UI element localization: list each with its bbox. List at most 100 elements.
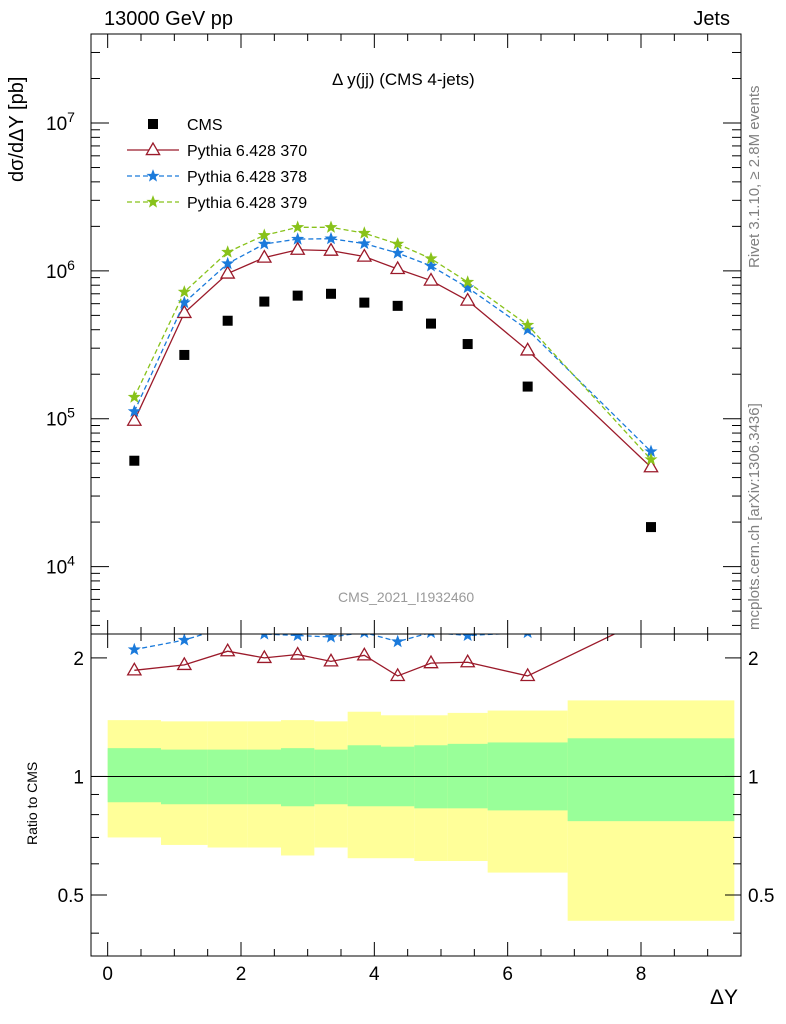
ratio-point-378: [260, 634, 269, 640]
series-point-379: [177, 285, 191, 298]
series-point-378: [257, 237, 271, 250]
ratio-point-370: [356, 647, 373, 661]
series-point-378: [461, 280, 475, 294]
ratio-y-tick-label: 1: [73, 767, 84, 788]
ratio-point-370: [323, 653, 339, 667]
inner-band-bin: [107, 748, 161, 803]
series-point-379: [521, 318, 535, 331]
axis-ticks: 0 2 4 6 8 104 105 106 107 0.5 0.5 1 1 2 2: [46, 33, 774, 985]
ratio-line-370: [134, 634, 616, 677]
y-tick-label: 107: [46, 109, 75, 135]
x-tick-label: 8: [636, 964, 647, 985]
y-tick-label: 104: [46, 553, 75, 579]
cms-data-point: [292, 290, 303, 301]
series-line-2: [133, 238, 652, 452]
legend-marker-370: [145, 141, 161, 156]
legend-label: Pythia 6.428 379: [187, 195, 307, 212]
series-point-370: [356, 248, 373, 262]
ratio-y-tick-label-right: 1: [748, 767, 759, 788]
series-point-379: [257, 228, 271, 241]
mcplots-label: mcplots.cern.ch [arXiv:1306.3436]: [746, 403, 763, 630]
legend-marker-378: [146, 169, 160, 182]
series-point-379: [424, 251, 438, 265]
cms-data-point: [359, 297, 370, 308]
series-point-379: [291, 220, 305, 233]
series-point-370: [289, 241, 306, 255]
series-point-379: [357, 226, 371, 239]
series-point-370: [219, 265, 236, 279]
ratio-point-378: [127, 642, 141, 656]
series-point-379: [461, 275, 475, 288]
series-point-370: [323, 242, 339, 256]
ratio-y-tick-label-right: 0.5: [748, 886, 774, 907]
x-tick-label: 0: [102, 964, 113, 985]
ratio-point-370: [176, 656, 193, 671]
legend-marker-379: [146, 195, 160, 208]
series-point-370: [459, 292, 476, 306]
ratio-y-tick-label: 0.5: [58, 886, 84, 907]
ratio-point-378: [462, 634, 474, 641]
cms-data-point: [646, 522, 656, 533]
series-point-370: [423, 272, 439, 286]
series-line-1: [133, 249, 652, 468]
ratio-point-378: [324, 634, 338, 643]
ratio-bands: [91, 700, 741, 921]
y-axis-label: dσ/dΔY [pb]: [6, 76, 28, 182]
series-point-370: [389, 260, 406, 275]
ratio-point-370: [289, 646, 306, 660]
ratio-line-378: [134, 634, 511, 651]
series-point-370: [643, 458, 659, 473]
x-tick-label: 2: [236, 964, 247, 985]
inner-band-bin: [347, 745, 381, 807]
ratio-frame: [90, 633, 742, 957]
series-point-378: [221, 256, 235, 270]
series-point-378: [424, 259, 438, 272]
cms-data-point: [222, 315, 233, 326]
cms-data-point: [462, 339, 473, 350]
main-series: [126, 220, 659, 533]
cms-data-point: [326, 288, 336, 299]
y-tick-label: 105: [46, 405, 75, 431]
ratio-series: [126, 572, 656, 682]
series-point-379: [221, 245, 235, 258]
legend-label: Pythia 6.428 378: [187, 169, 307, 186]
plot-frames: [90, 33, 742, 957]
chart-title: Δ y(jj) (CMS 4-jets): [332, 70, 475, 89]
ratio-point-370: [389, 667, 406, 682]
y-tick-label: 106: [46, 257, 75, 283]
series-point-378: [291, 232, 305, 245]
ratio-y-tick-label: 2: [73, 649, 84, 670]
ratio-point-370: [459, 653, 476, 668]
ratio-point-370: [423, 654, 439, 669]
ratio-axis-label: Ratio to CMS: [24, 761, 40, 845]
ratio-point-378: [177, 634, 191, 646]
series-point-370: [126, 412, 143, 426]
cms-data-point: [426, 318, 436, 329]
ratio-point-378: [360, 634, 369, 639]
legend: CMS Pythia 6.428 370 Pythia 6.428 378 Pythi…: [127, 117, 307, 212]
ratio-point-378: [426, 634, 436, 639]
x-tick-label: 4: [369, 964, 380, 985]
series-point-378: [324, 231, 338, 245]
cms-data-point: [129, 455, 140, 466]
x-axis-label: ΔY: [710, 986, 739, 1009]
rivet-label: Rivet 3.1.10, ≥ 2.8M events: [746, 85, 763, 269]
category-label: Jets: [693, 8, 730, 30]
ratio-point-370: [519, 667, 536, 682]
ratio-y-tick-label-right: 2: [748, 649, 759, 670]
ratio-point-378: [292, 634, 304, 641]
legend-label: CMS: [187, 117, 223, 134]
series-line-3: [133, 226, 652, 460]
series-point-379: [644, 452, 658, 466]
ratio-point-370: [126, 662, 143, 676]
ratio-point-378: [645, 572, 656, 583]
series-point-378: [521, 322, 535, 336]
ratio-point-378: [222, 621, 233, 632]
series-point-378: [357, 236, 371, 250]
cms-data-point: [259, 296, 270, 307]
series-point-370: [256, 249, 273, 263]
series-point-370: [176, 304, 193, 319]
legend-label: Pythia 6.428 370: [187, 143, 307, 160]
analysis-watermark: CMS_2021_I1932460: [338, 589, 475, 605]
